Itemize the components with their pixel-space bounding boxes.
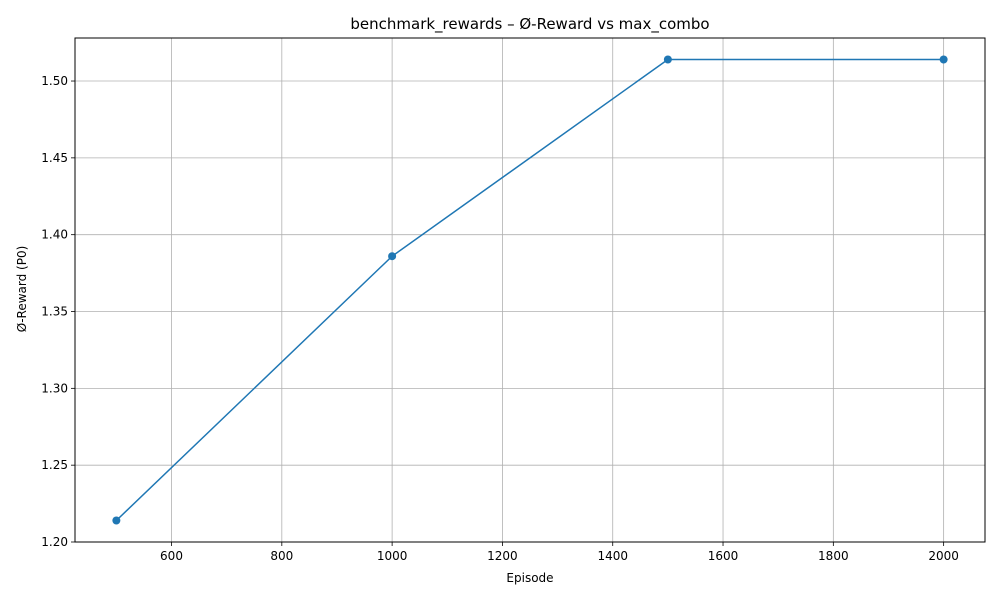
x-axis-label: Episode xyxy=(506,571,553,585)
y-tick-label: 1.45 xyxy=(41,151,68,165)
data-point xyxy=(663,55,672,64)
data-point xyxy=(939,55,948,64)
x-tick-label: 1200 xyxy=(487,549,518,563)
y-tick-label: 1.20 xyxy=(41,535,68,549)
x-tick-label: 800 xyxy=(270,549,293,563)
series-line xyxy=(115,58,944,522)
y-tick-label: 1.25 xyxy=(41,458,68,472)
y-tick-label: 1.40 xyxy=(41,228,68,242)
chart-title: benchmark_rewards – Ø-Reward vs max_comb… xyxy=(350,15,709,34)
plot-frame xyxy=(74,37,986,543)
x-tick-label: 1400 xyxy=(597,549,628,563)
x-tick-label: 1800 xyxy=(818,549,849,563)
x-tick-label: 1000 xyxy=(377,549,408,563)
data-point xyxy=(112,516,121,525)
x-tick-label: 600 xyxy=(160,549,183,563)
y-tick-label: 1.50 xyxy=(41,74,68,88)
data-point xyxy=(388,252,397,261)
ticks: 600 800 1000 1200 1400 1600 1800 2000 1.20 1.25 1.… xyxy=(41,74,959,563)
series-layer xyxy=(112,55,948,525)
y-tick-label: 1.35 xyxy=(41,305,68,319)
y-tick-label: 1.30 xyxy=(41,381,68,395)
y-axis-label: Ø-Reward (P0) xyxy=(15,246,29,333)
x-tick-label: 2000 xyxy=(928,549,959,563)
x-tick-label: 1600 xyxy=(708,549,739,563)
